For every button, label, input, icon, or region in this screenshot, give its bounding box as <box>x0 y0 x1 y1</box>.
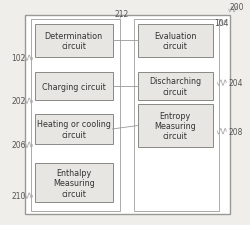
Text: 210: 210 <box>12 191 26 200</box>
Bar <box>35 73 112 100</box>
Text: 202: 202 <box>12 97 26 106</box>
Bar <box>138 73 212 100</box>
Bar <box>138 25 212 57</box>
Text: 102: 102 <box>12 54 26 63</box>
Text: Entropy
Measuring
circuit: Entropy Measuring circuit <box>154 111 196 141</box>
Bar <box>35 25 112 57</box>
Text: Discharching
circuit: Discharching circuit <box>149 77 201 96</box>
Text: Enthalpy
Measuring
circuit: Enthalpy Measuring circuit <box>53 168 95 198</box>
Text: Charging circuit: Charging circuit <box>42 82 106 91</box>
Text: 212: 212 <box>114 10 128 19</box>
Bar <box>35 163 112 202</box>
Text: 206: 206 <box>12 141 26 150</box>
Text: 208: 208 <box>229 127 243 136</box>
Bar <box>134 20 219 212</box>
Bar <box>35 115 112 144</box>
Text: 104: 104 <box>214 19 229 28</box>
Text: Heating or cooling
circuit: Heating or cooling circuit <box>37 120 111 139</box>
Text: 200: 200 <box>229 3 244 12</box>
Text: Evaluation
circuit: Evaluation circuit <box>154 32 196 51</box>
Bar <box>31 20 120 212</box>
Bar <box>25 16 230 214</box>
Bar <box>138 105 212 147</box>
Text: Determination
circuit: Determination circuit <box>45 32 103 51</box>
Text: 204: 204 <box>229 79 243 88</box>
